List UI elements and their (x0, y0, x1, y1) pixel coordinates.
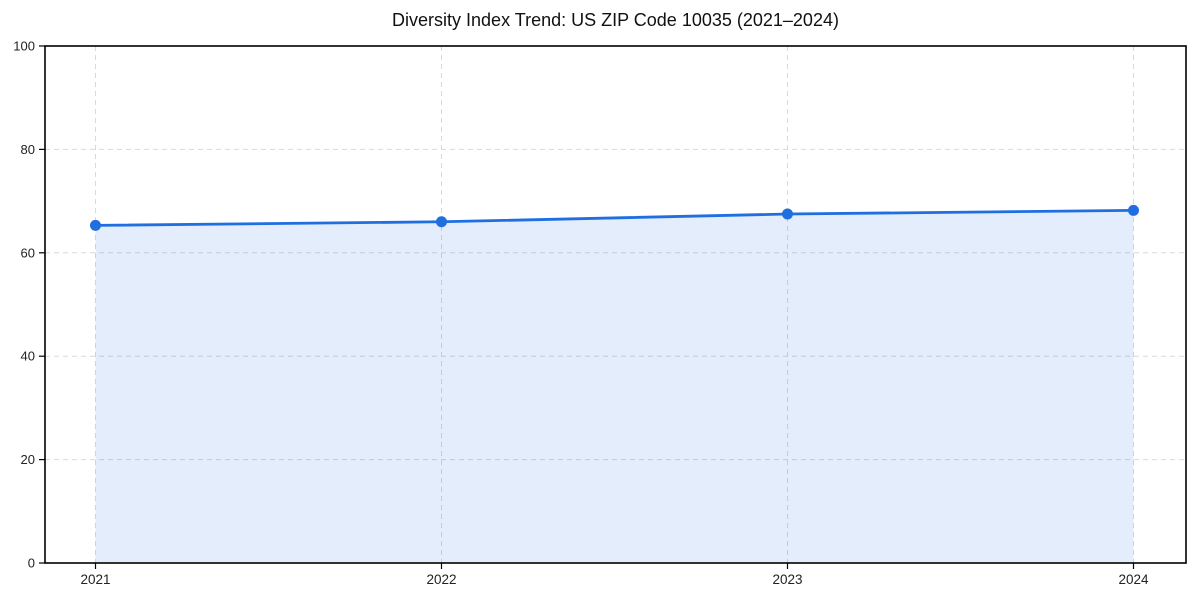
area-fill (95, 210, 1134, 563)
y-axis-tick-label: 100 (13, 39, 35, 54)
data-point-2024 (1128, 204, 1139, 216)
y-axis-tick-label: 60 (21, 245, 35, 260)
x-axis-tick-label: 2024 (1118, 572, 1149, 587)
data-point-2023 (782, 208, 793, 220)
data-point-2022 (436, 216, 447, 228)
x-axis-tick-label: 2021 (80, 572, 110, 587)
x-axis-tick-label: 2022 (426, 572, 456, 587)
chart-title: Diversity Index Trend: US ZIP Code 10035… (392, 10, 839, 30)
y-axis-tick-label: 40 (21, 349, 35, 364)
plot-border (44, 45, 1187, 564)
data-point-2021 (90, 219, 101, 231)
y-axis-tick-label: 80 (21, 142, 35, 157)
y-axis-tick-label: 20 (21, 452, 35, 467)
x-axis-tick-label: 2023 (772, 572, 802, 587)
y-axis-tick-label: 0 (28, 556, 35, 571)
trend-line (94, 209, 1135, 227)
